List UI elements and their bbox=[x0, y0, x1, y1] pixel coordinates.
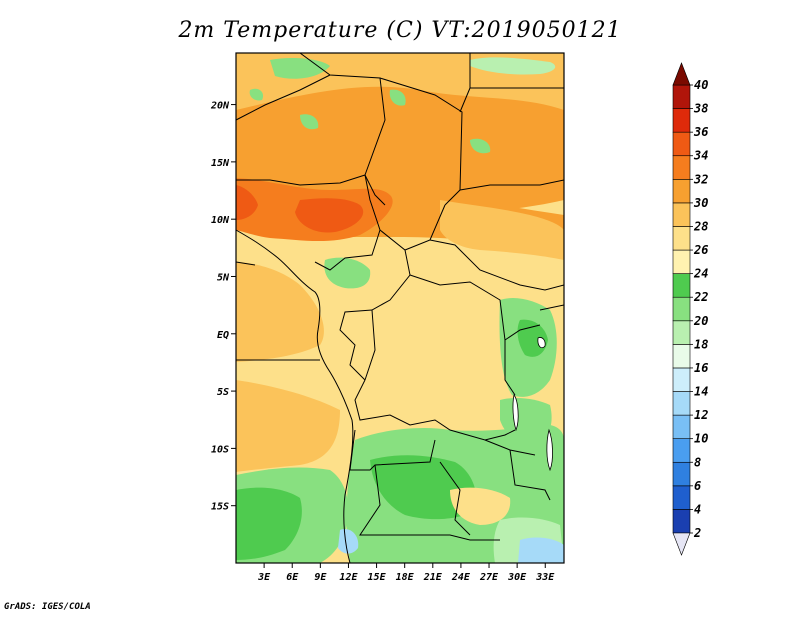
map-field bbox=[236, 53, 564, 563]
colorbar-label: 22 bbox=[693, 290, 708, 304]
lon-tick-label: 6E bbox=[286, 572, 299, 583]
lon-tick-label: 18E bbox=[396, 572, 415, 583]
colorbar-box bbox=[672, 296, 691, 322]
lat-tick-label: 15N bbox=[211, 158, 230, 169]
colorbar-label: 4 bbox=[694, 502, 701, 516]
lon-tick-label: 27E bbox=[479, 572, 499, 583]
colorbar-label: 40 bbox=[694, 78, 708, 92]
colorbar-box bbox=[672, 131, 691, 157]
colorbar-box bbox=[672, 108, 691, 133]
lon-tick-label: 15E bbox=[368, 572, 387, 583]
colorbar-label: 28 bbox=[693, 219, 708, 233]
lat-tick-label: 10N bbox=[211, 215, 230, 226]
lat-tick-label: EQ bbox=[217, 330, 229, 341]
colorbar-label: 16 bbox=[694, 361, 708, 375]
colorbar-label: 20 bbox=[693, 314, 708, 328]
colorbar-label: 10 bbox=[694, 432, 708, 446]
colorbar-box bbox=[672, 179, 691, 204]
lon-tick-label: 30E bbox=[507, 572, 527, 583]
colorbar-label: 6 bbox=[694, 479, 701, 493]
colorbar-max-arrow bbox=[672, 62, 691, 86]
colorbar-box bbox=[672, 202, 691, 227]
colorbar-box bbox=[672, 438, 691, 463]
latitude-axis: 20N 15N 10N 5N EQ 5S 10S 15S bbox=[210, 101, 236, 513]
colorbar-box bbox=[672, 509, 691, 534]
lat-tick-label: 10S bbox=[211, 444, 229, 455]
lat-tick-label: 5N bbox=[217, 272, 230, 283]
lat-tick-label: 20N bbox=[210, 101, 230, 112]
colorbar-box bbox=[672, 367, 691, 392]
colorbar-label: 36 bbox=[693, 125, 708, 139]
lon-tick-label: 12E bbox=[339, 572, 358, 583]
colorbar-label: 32 bbox=[693, 172, 708, 186]
colorbar-box bbox=[672, 344, 691, 369]
colorbar-label: 12 bbox=[694, 408, 708, 422]
colorbar-box bbox=[672, 485, 691, 510]
lon-tick-label: 21E bbox=[423, 572, 443, 583]
colorbar-min-arrow bbox=[672, 532, 691, 556]
colorbar-label: 8 bbox=[694, 455, 701, 469]
colorbar-box bbox=[672, 320, 691, 345]
colorbar-label: 14 bbox=[694, 385, 708, 399]
lon-tick-label: 9E bbox=[314, 572, 327, 583]
lon-tick-label: 24E bbox=[451, 572, 471, 583]
credit-text: GrADS: IGES/COLA bbox=[4, 602, 91, 612]
coastline bbox=[235, 229, 354, 564]
lat-tick-label: 15S bbox=[211, 502, 229, 513]
colorbar-label: 38 bbox=[693, 102, 708, 116]
colorbar-label: 24 bbox=[693, 267, 708, 281]
colorbar-box bbox=[672, 226, 691, 251]
map-frame bbox=[235, 52, 565, 564]
lon-tick-label: 33E bbox=[535, 572, 555, 583]
colorbar-box bbox=[672, 155, 691, 180]
lat-tick-label: 5S bbox=[217, 387, 229, 398]
colorbar-label: 30 bbox=[693, 196, 708, 210]
longitude-axis: 3E 6E 9E 12E 15E 18E 21E 24E 27E 30E 33E bbox=[257, 563, 555, 583]
colorbar-box bbox=[672, 273, 691, 298]
lon-tick-label: 3E bbox=[257, 572, 271, 583]
colorbar-box bbox=[672, 414, 691, 439]
colorbar-box bbox=[672, 249, 691, 274]
colorbar-label: 2 bbox=[693, 526, 701, 540]
colorbar-box bbox=[672, 391, 691, 416]
country-borders bbox=[236, 53, 564, 541]
colorbar-label: 34 bbox=[693, 149, 708, 163]
colorbar-label: 26 bbox=[693, 243, 708, 257]
colorbar-box bbox=[672, 461, 691, 487]
colorbar-label: 18 bbox=[694, 337, 708, 351]
chart-title: 2m Temperature (C) VT:2019050121 bbox=[178, 18, 622, 43]
colorbar-box bbox=[672, 84, 691, 109]
